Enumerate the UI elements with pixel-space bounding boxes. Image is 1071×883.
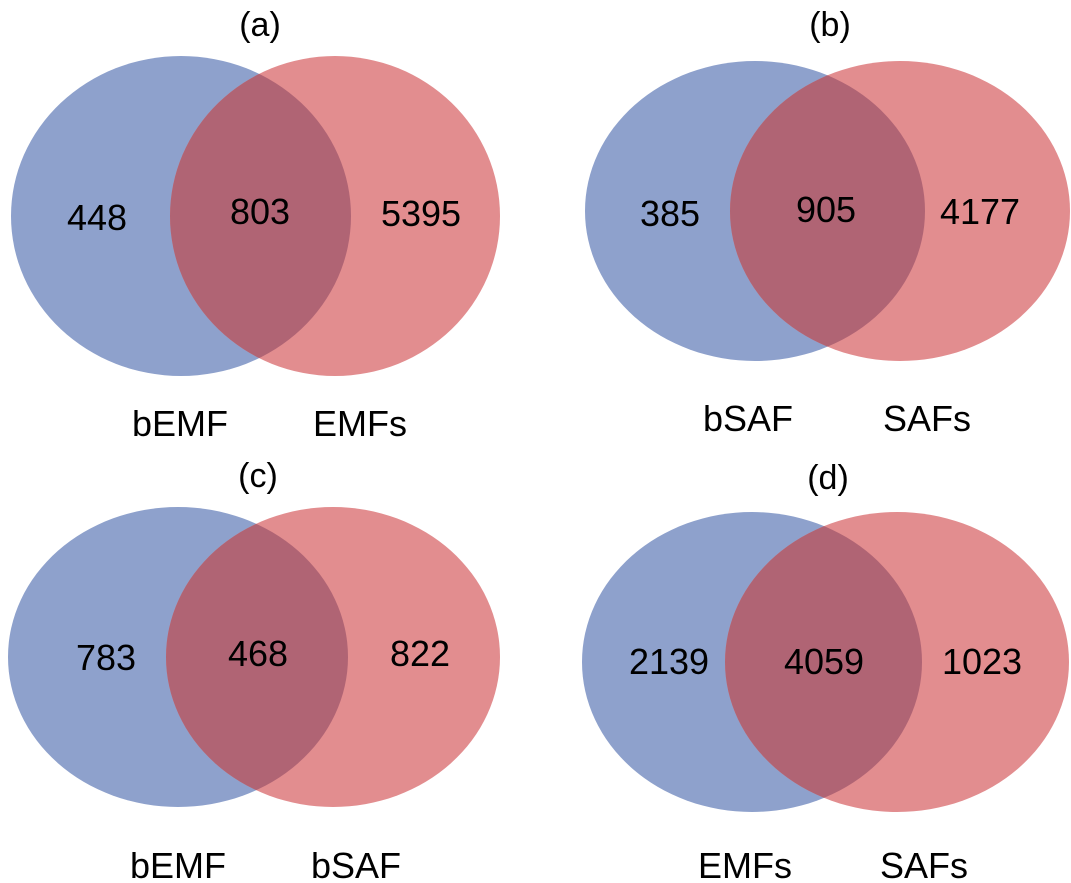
count-overlap: 905 [796,189,856,230]
count-left-only: 385 [640,193,700,234]
panel-title: (d) [807,459,849,497]
panel-title: (b) [809,6,851,44]
venn-panel-d: (d) 2139 4059 1023 EMFs SAFs [582,459,1069,883]
set-label-right: EMFs [313,403,407,444]
venn-panel-b: (b) 385 905 4177 bSAF SAFs [585,6,1070,439]
set-overlap [166,507,348,807]
panel-title: (a) [239,6,281,44]
count-right-only: 822 [390,633,450,674]
count-left-only: 2139 [629,641,709,682]
set-label-left: bEMF [132,403,228,444]
venn-panel-c: (c) 783 468 822 bEMF bSAF [8,457,500,883]
count-left-only: 783 [76,637,136,678]
panel-title: (c) [238,457,278,495]
set-label-right: bSAF [311,845,401,883]
set-label-left: EMFs [698,845,792,883]
count-overlap: 803 [230,191,290,232]
set-label-right: SAFs [880,845,968,883]
set-overlap [730,61,925,361]
set-overlap [170,56,351,376]
set-label-right: SAFs [883,398,971,439]
set-overlap [725,512,922,812]
count-right-only: 4177 [940,191,1020,232]
venn-panel-a: (a) 448 803 5395 bEMF EMFs [11,6,500,444]
set-label-left: bSAF [703,398,793,439]
set-label-left: bEMF [130,845,226,883]
count-overlap: 468 [228,633,288,674]
count-left-only: 448 [67,197,127,238]
count-right-only: 5395 [381,193,461,234]
count-right-only: 1023 [942,641,1022,682]
count-overlap: 4059 [784,641,864,682]
